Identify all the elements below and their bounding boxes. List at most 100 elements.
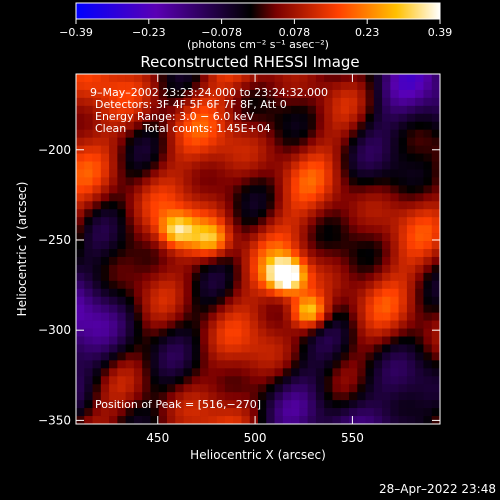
heatmap-cell <box>158 408 168 417</box>
heatmap-cell <box>158 241 168 250</box>
heatmap-cell <box>76 352 85 361</box>
heatmap-cell <box>365 105 375 115</box>
heatmap-cell <box>299 241 308 250</box>
heatmap-cell <box>125 233 135 242</box>
heatmap-cell <box>208 256 217 266</box>
heatmap-cell <box>382 129 391 138</box>
heatmap-cell <box>406 249 416 258</box>
heatmap-cell <box>92 368 102 377</box>
heatmap-cell <box>315 352 325 361</box>
heatmap-cell <box>167 416 176 425</box>
heatmap-cell <box>208 145 217 154</box>
heatmap-cell <box>415 256 424 266</box>
heatmap-cell <box>357 360 366 369</box>
heatmap-cell <box>200 129 209 138</box>
heatmap-cell <box>431 304 441 313</box>
heatmap-cell <box>299 185 308 194</box>
heatmap-cell <box>274 193 284 202</box>
heatmap-cell <box>415 225 424 234</box>
heatmap-cell <box>233 97 242 107</box>
heatmap-cell <box>117 272 126 282</box>
heatmap-cell <box>357 177 366 186</box>
heatmap-cell <box>200 336 209 345</box>
heatmap-cell <box>183 201 193 210</box>
heatmap-cell <box>183 384 193 393</box>
heatmap-cell <box>241 416 251 425</box>
heatmap-cell <box>191 113 201 123</box>
heatmap-cell <box>191 185 201 194</box>
heatmap-cell <box>76 376 85 385</box>
heatmap-cell <box>175 272 184 282</box>
heatmap-cell <box>415 121 424 130</box>
heatmap-cell <box>315 400 325 409</box>
heatmap-cell <box>133 217 143 226</box>
heatmap-cell <box>92 217 102 226</box>
heatmap-cell <box>76 217 85 226</box>
heatmap-cell <box>150 225 160 234</box>
heatmap-cell <box>274 360 284 369</box>
heatmap-cell <box>373 368 383 377</box>
heatmap-cell <box>224 129 234 138</box>
heatmap-cell <box>76 272 85 282</box>
heatmap-cell <box>241 304 251 313</box>
heatmap-cell <box>340 249 350 258</box>
heatmap-cell <box>167 129 176 138</box>
heatmap-cell <box>125 161 135 170</box>
heatmap-cell <box>100 288 110 298</box>
heatmap-cell <box>398 352 408 361</box>
heatmap-cell <box>150 344 160 353</box>
heatmap-cell <box>415 81 424 91</box>
heatmap-cell <box>233 256 242 266</box>
heatmap-cell <box>109 296 118 305</box>
heatmap-cell <box>117 384 126 393</box>
heatmap-cell <box>208 225 217 234</box>
heatmap-cell <box>92 328 102 337</box>
heatmap-cell <box>423 74 433 83</box>
heatmap-cell <box>208 272 217 282</box>
heatmap-cell <box>382 169 391 178</box>
heatmap-cell <box>291 249 300 258</box>
heatmap-cell <box>183 288 193 298</box>
heatmap-cell <box>315 296 325 305</box>
heatmap-cell <box>431 89 441 99</box>
heatmap-cell <box>150 376 160 385</box>
heatmap-cell <box>216 296 226 305</box>
heatmap-cell <box>76 161 85 170</box>
heatmap-cell <box>233 137 242 146</box>
heatmap-cell <box>224 296 234 305</box>
heatmap-cell <box>142 121 151 130</box>
heatmap-cell <box>109 360 118 369</box>
colorbar-ticks: −0.39 −0.23 −0.078 0.078 0.23 0.39 <box>59 19 452 39</box>
heatmap-cell <box>175 177 184 186</box>
heatmap-cell <box>332 97 342 107</box>
heatmap-cell <box>324 161 333 170</box>
heatmap-cell <box>390 185 399 194</box>
heatmap-cell <box>357 304 366 313</box>
heatmap-cell <box>76 81 85 91</box>
heatmap-cell <box>365 392 375 401</box>
heatmap-cell <box>125 312 135 321</box>
heatmap-cell <box>299 233 308 242</box>
heatmap-cell <box>117 328 126 337</box>
heatmap-cell <box>423 304 433 313</box>
heatmap-cell <box>415 264 424 274</box>
colorbar-tick-label: 0.39 <box>428 26 453 39</box>
heatmap-cell <box>291 225 300 234</box>
heatmap-cell <box>390 384 399 393</box>
heatmap-cell <box>406 408 416 417</box>
heatmap-cell <box>117 209 126 218</box>
heatmap-cell <box>291 360 300 369</box>
heatmap-cell <box>324 153 333 162</box>
heatmap-cell <box>382 392 391 401</box>
heatmap-cell <box>208 320 217 329</box>
heatmap-cell <box>274 384 284 393</box>
heatmap-cell <box>191 177 201 186</box>
heatmap-cell <box>241 384 251 393</box>
heatmap-cell <box>365 201 375 210</box>
heatmap-cell <box>357 320 366 329</box>
heatmap-cell <box>167 153 176 162</box>
heatmap-cell <box>258 169 267 178</box>
heatmap-cell <box>100 209 110 218</box>
heatmap-cell <box>158 288 168 298</box>
heatmap-cell <box>84 256 93 266</box>
